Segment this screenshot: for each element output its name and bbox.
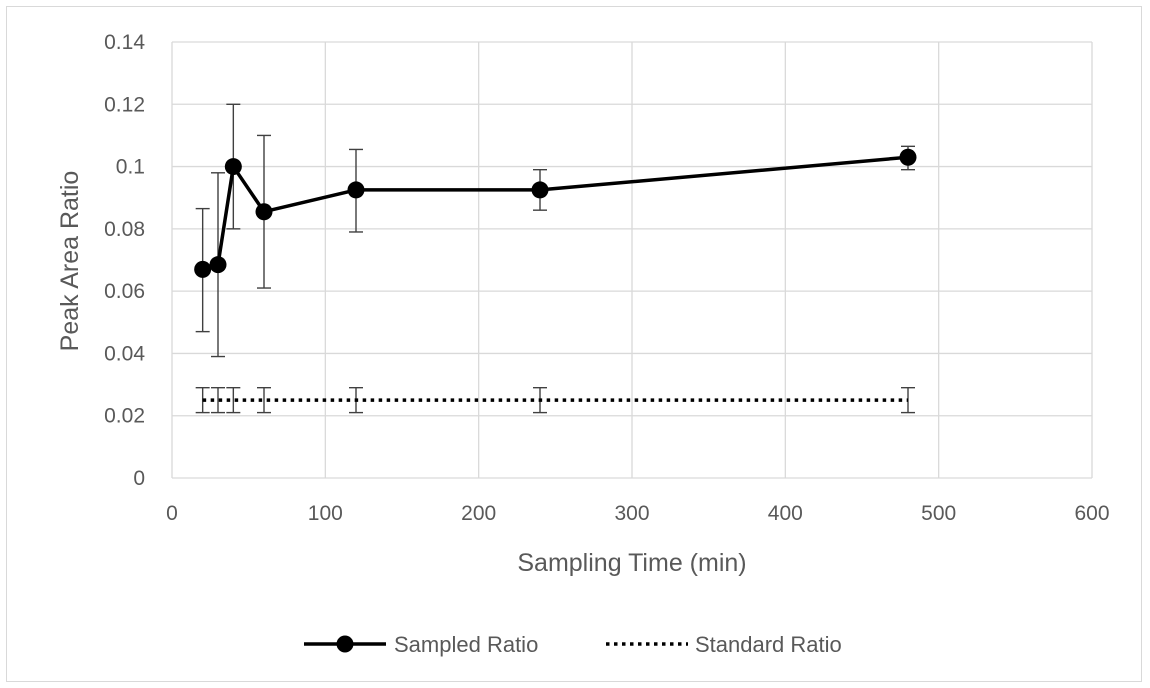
series-line xyxy=(202,155,909,272)
x-axis-title: Sampling Time (min) xyxy=(517,549,746,577)
legend-label-standard: Standard Ratio xyxy=(695,632,842,657)
data-point xyxy=(255,203,273,221)
data-point xyxy=(194,260,212,278)
x-tick-label: 300 xyxy=(614,502,649,525)
x-tick-label: 100 xyxy=(308,502,343,525)
y-tick-label: 0.02 xyxy=(104,405,145,428)
legend: Sampled Ratio Standard Ratio xyxy=(304,632,842,657)
x-tick-label: 400 xyxy=(768,502,803,525)
chart-frame xyxy=(6,6,1142,682)
x-axis-ticks: 0 100 200 300 400 500 600 xyxy=(166,502,1109,525)
y-axis-ticks: 0 0.02 0.04 0.06 0.08 0.1 0.12 0.14 xyxy=(104,31,145,490)
y-tick-label: 0.06 xyxy=(104,280,145,303)
y-tick-label: 0.1 xyxy=(116,156,145,179)
data-point xyxy=(531,181,549,199)
y-tick-label: 0.04 xyxy=(104,342,145,365)
data-point xyxy=(224,158,242,176)
x-tick-label: 0 xyxy=(166,502,178,525)
data-point xyxy=(899,148,917,166)
y-tick-label: 0.12 xyxy=(104,93,145,116)
y-tick-label: 0.14 xyxy=(104,31,145,54)
grid-lines xyxy=(171,41,1093,479)
data-point xyxy=(347,181,365,199)
x-tick-label: 500 xyxy=(921,502,956,525)
series-sampled-ratio xyxy=(194,103,917,358)
legend-marker-sampled xyxy=(336,635,354,653)
series-standard-ratio xyxy=(195,386,915,414)
legend-label-sampled: Sampled Ratio xyxy=(394,632,538,657)
x-tick-label: 600 xyxy=(1074,502,1109,525)
y-tick-label: 0 xyxy=(133,467,145,490)
plot-series xyxy=(194,103,917,414)
data-point xyxy=(209,256,227,274)
y-axis-title: Peak Area Ratio xyxy=(56,171,84,352)
y-tick-label: 0.08 xyxy=(104,218,145,241)
x-tick-label: 200 xyxy=(461,502,496,525)
